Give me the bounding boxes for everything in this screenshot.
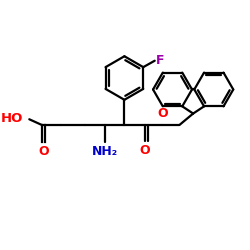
Text: NH₂: NH₂ <box>92 145 118 158</box>
Text: O: O <box>38 145 48 158</box>
Text: F: F <box>156 54 164 67</box>
Text: O: O <box>157 107 168 120</box>
Text: HO: HO <box>0 112 23 124</box>
Text: O: O <box>140 144 150 158</box>
